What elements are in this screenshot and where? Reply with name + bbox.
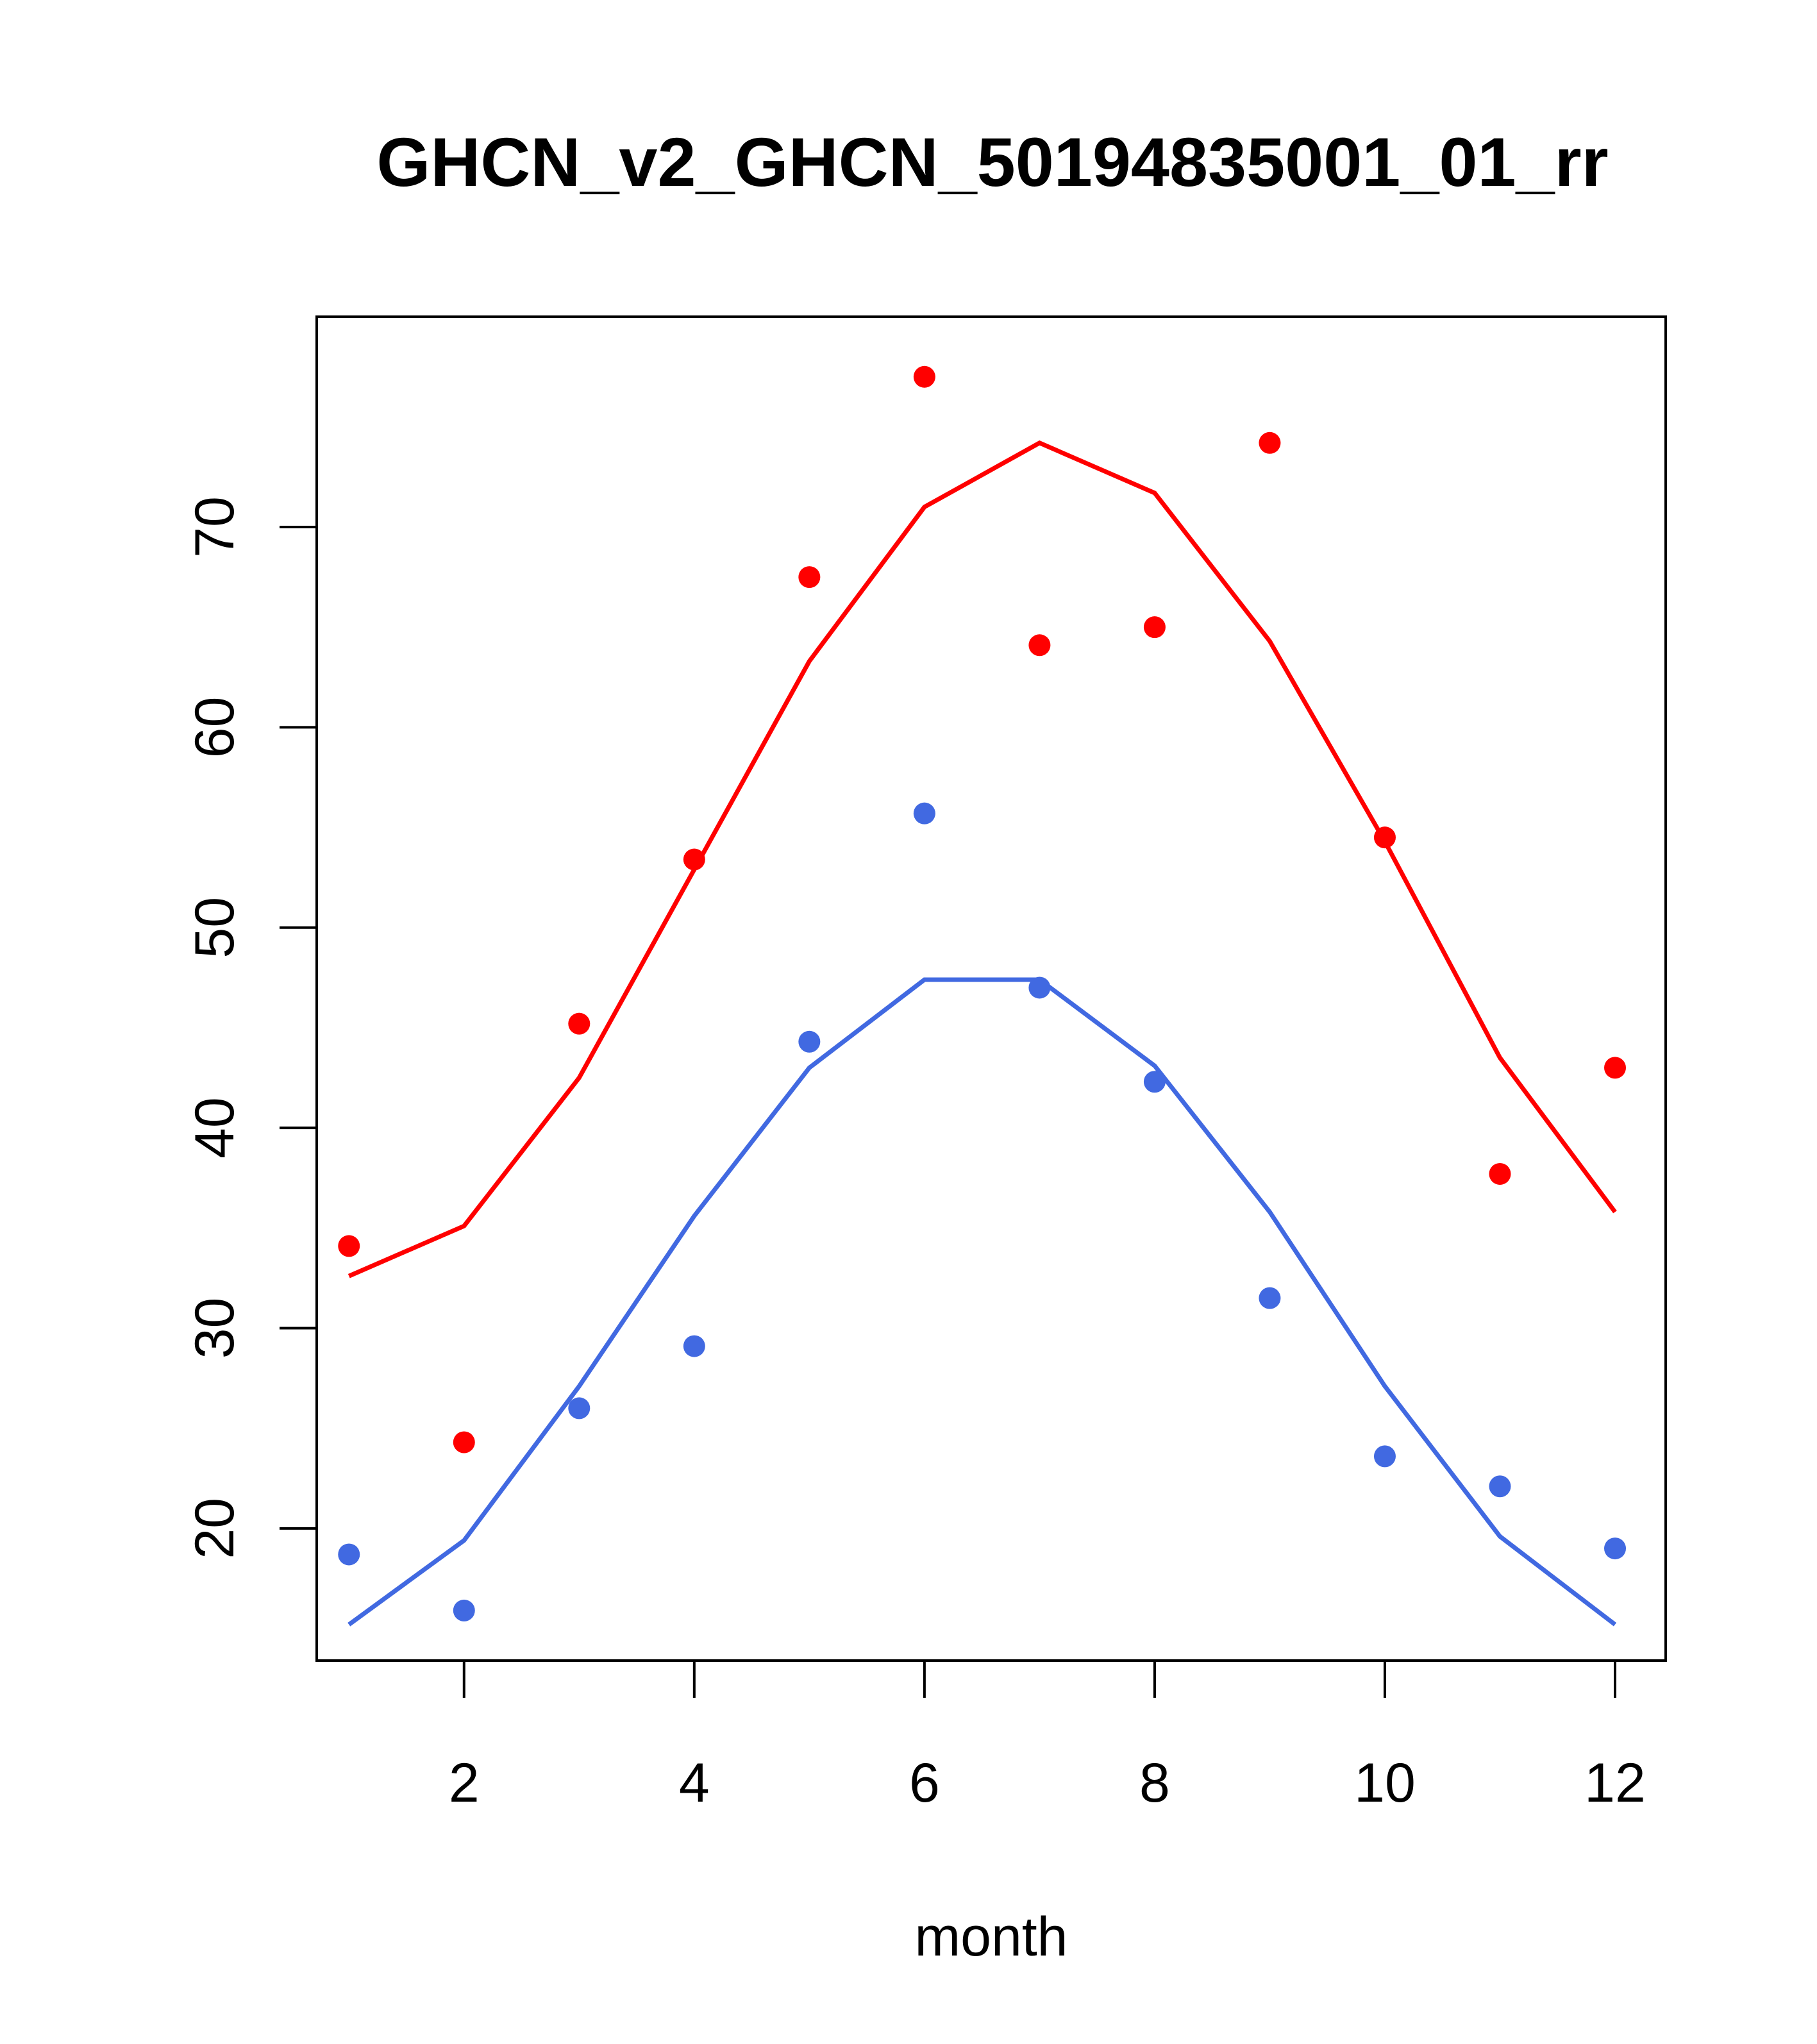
x-axis: 2 4 6 8 10 12	[449, 1661, 1646, 1814]
chart-title: GHCN_v2_GHCN_50194835001_01_rr	[376, 123, 1608, 201]
series-1-point-9	[1259, 431, 1281, 454]
y-axis: 20 30 40 50 60 70	[184, 496, 317, 1559]
series-2-line	[347, 977, 1617, 1627]
plot-frame	[315, 315, 1667, 1662]
series-1-point-8	[1143, 616, 1166, 639]
x-axis-label: month	[914, 1906, 1068, 1968]
series-1-point-7	[1028, 634, 1051, 657]
series-2-point-10	[1373, 1445, 1396, 1468]
series-2-point-2	[453, 1599, 475, 1621]
series-1-point-1	[338, 1235, 360, 1257]
series-1-point-10	[1373, 826, 1396, 849]
y-tick-label-30: 30	[184, 1298, 246, 1359]
x-tick-label-8: 8	[1139, 1752, 1170, 1814]
x-tick-label-2: 2	[449, 1752, 480, 1814]
series-2-point-8	[1143, 1071, 1166, 1093]
series-2-point-7	[1028, 976, 1051, 999]
y-tick-label-60: 60	[184, 697, 246, 758]
series-1-point-11	[1489, 1162, 1511, 1185]
y-tick-label-50: 50	[184, 897, 246, 959]
series-2-point-1	[338, 1543, 360, 1566]
series-1-point-3	[568, 1012, 590, 1035]
series-2-point-12	[1604, 1537, 1627, 1560]
series-1-line	[347, 440, 1617, 1278]
series-layer	[338, 365, 1627, 1627]
series-2-point-3	[568, 1397, 590, 1420]
series-2-point-5	[798, 1030, 821, 1053]
y-tick-label-20: 20	[184, 1498, 246, 1559]
x-tick-label-4: 4	[679, 1752, 710, 1814]
series-2-point-6	[913, 802, 935, 825]
x-tick-label-6: 6	[909, 1752, 940, 1814]
series-2-point-9	[1259, 1287, 1281, 1309]
series-1-point-2	[453, 1431, 475, 1453]
y-tick-label-70: 70	[184, 496, 246, 558]
series-1-point-12	[1604, 1057, 1627, 1079]
series-1-point-4	[683, 848, 705, 871]
series-1-point-6	[913, 365, 935, 388]
x-tick-label-12: 12	[1584, 1752, 1646, 1814]
y-tick-label-40: 40	[184, 1097, 246, 1159]
series-2-point-11	[1489, 1475, 1511, 1498]
series-2-point-4	[683, 1335, 705, 1357]
x-tick-label-10: 10	[1354, 1752, 1416, 1814]
series-1-point-5	[798, 566, 821, 589]
